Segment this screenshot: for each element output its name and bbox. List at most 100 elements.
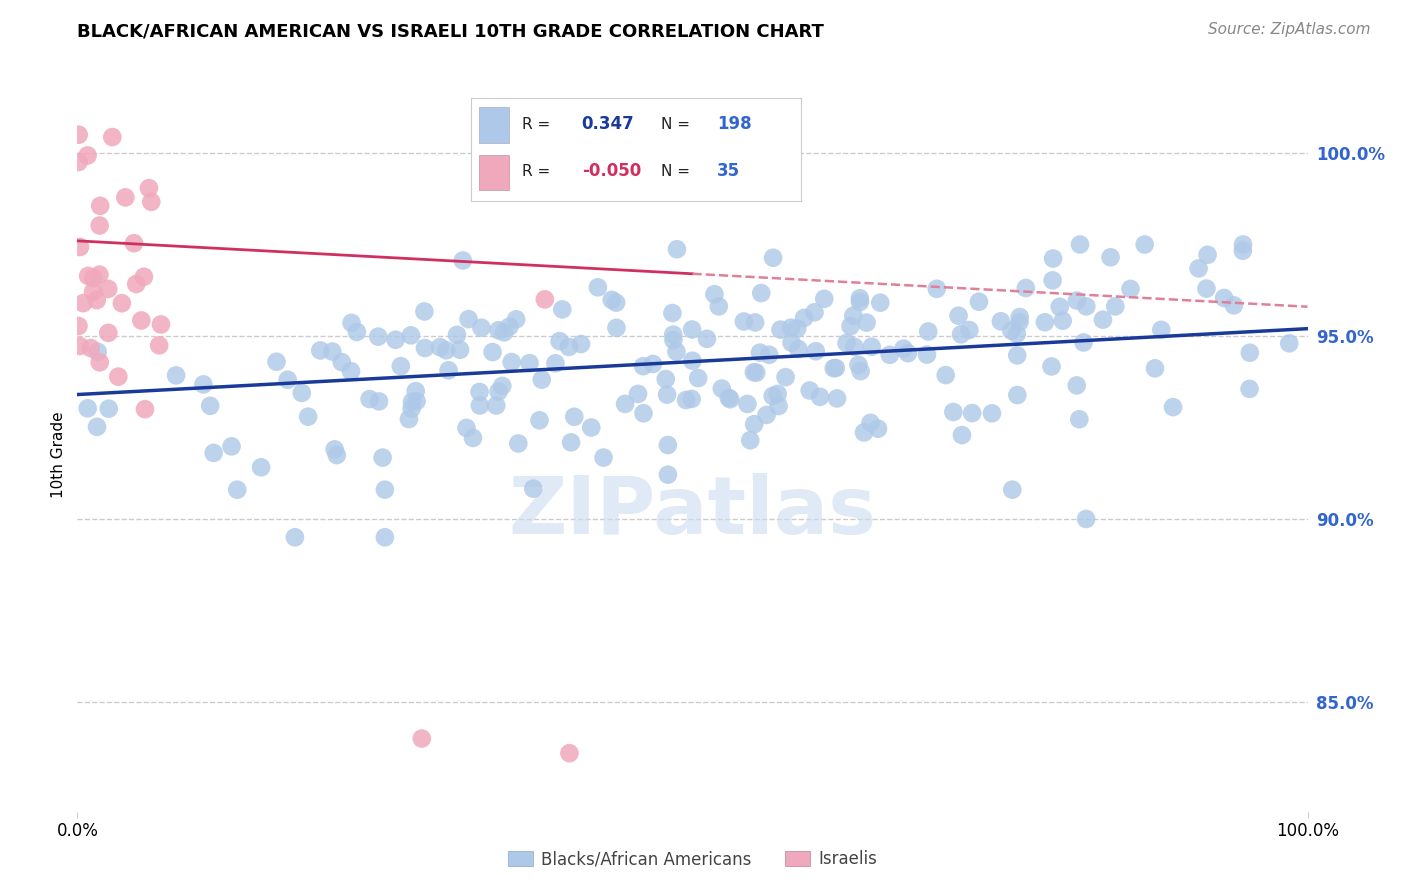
- Point: [675, 392, 697, 407]
- Point: [813, 292, 835, 306]
- Point: [835, 336, 858, 351]
- Point: [744, 315, 766, 329]
- Point: [266, 355, 288, 369]
- Text: 35: 35: [717, 162, 741, 180]
- Point: [605, 295, 627, 310]
- Point: [367, 329, 389, 343]
- Point: [1076, 299, 1098, 313]
- Point: [849, 364, 872, 378]
- Point: [665, 242, 688, 256]
- Point: [957, 323, 980, 337]
- Legend: Blacks/African Americans, Israelis: Blacks/African Americans, Israelis: [501, 844, 884, 875]
- Point: [522, 482, 544, 496]
- Point: [605, 321, 627, 335]
- Text: Source: ZipAtlas.com: Source: ZipAtlas.com: [1208, 22, 1371, 37]
- Point: [122, 236, 145, 251]
- Point: [485, 399, 508, 413]
- Point: [745, 366, 768, 380]
- Point: [717, 391, 740, 405]
- Point: [429, 340, 451, 354]
- Point: [718, 392, 741, 407]
- Point: [614, 397, 637, 411]
- Point: [1040, 359, 1063, 374]
- Point: [1099, 250, 1122, 264]
- Point: [330, 355, 353, 369]
- Point: [780, 335, 803, 350]
- Point: [67, 128, 90, 142]
- Point: [793, 310, 815, 325]
- Point: [72, 296, 94, 310]
- Point: [740, 434, 762, 448]
- Text: R =: R =: [522, 164, 551, 179]
- Point: [655, 372, 678, 386]
- Point: [787, 342, 810, 356]
- Point: [967, 294, 990, 309]
- Point: [592, 450, 614, 465]
- Point: [844, 340, 866, 354]
- Point: [437, 363, 460, 377]
- Point: [134, 402, 156, 417]
- Point: [111, 296, 134, 310]
- Point: [627, 387, 650, 401]
- Point: [498, 319, 520, 334]
- Point: [97, 326, 120, 340]
- Point: [202, 446, 225, 460]
- Point: [1001, 483, 1024, 497]
- Point: [1195, 282, 1218, 296]
- Point: [681, 353, 703, 368]
- Point: [401, 401, 423, 416]
- Point: [879, 348, 901, 362]
- Point: [581, 420, 603, 434]
- Point: [519, 356, 541, 370]
- Point: [742, 365, 765, 379]
- Point: [368, 394, 391, 409]
- Point: [148, 338, 170, 352]
- Point: [762, 251, 785, 265]
- Point: [374, 530, 396, 544]
- Point: [529, 413, 551, 427]
- Point: [775, 370, 797, 384]
- Point: [769, 323, 792, 337]
- Point: [733, 314, 755, 328]
- Point: [389, 359, 412, 373]
- Point: [494, 326, 516, 340]
- Point: [97, 282, 120, 296]
- Point: [849, 294, 872, 309]
- Point: [665, 344, 688, 359]
- Point: [291, 385, 314, 400]
- Point: [107, 369, 129, 384]
- Point: [413, 341, 436, 355]
- Point: [508, 436, 530, 450]
- Point: [897, 346, 920, 360]
- Point: [434, 343, 457, 358]
- Point: [1239, 345, 1261, 359]
- Point: [114, 190, 136, 204]
- Point: [405, 384, 427, 399]
- Point: [1005, 348, 1028, 362]
- Point: [633, 406, 655, 420]
- Point: [461, 431, 484, 445]
- Point: [935, 368, 957, 383]
- Point: [710, 382, 733, 396]
- Point: [766, 387, 789, 401]
- Point: [193, 377, 215, 392]
- Point: [1232, 244, 1254, 258]
- Point: [1119, 282, 1142, 296]
- Point: [950, 327, 973, 342]
- Point: [340, 364, 363, 378]
- Text: N =: N =: [661, 117, 690, 132]
- Point: [1049, 300, 1071, 314]
- Point: [1197, 248, 1219, 262]
- Point: [1042, 252, 1064, 266]
- Point: [76, 401, 98, 416]
- Point: [1015, 281, 1038, 295]
- Point: [505, 312, 527, 326]
- Point: [755, 408, 778, 422]
- Text: -0.050: -0.050: [582, 162, 641, 180]
- Point: [451, 253, 474, 268]
- Point: [1005, 326, 1028, 341]
- Point: [323, 442, 346, 457]
- Point: [340, 316, 363, 330]
- Point: [1161, 400, 1184, 414]
- Point: [1188, 261, 1211, 276]
